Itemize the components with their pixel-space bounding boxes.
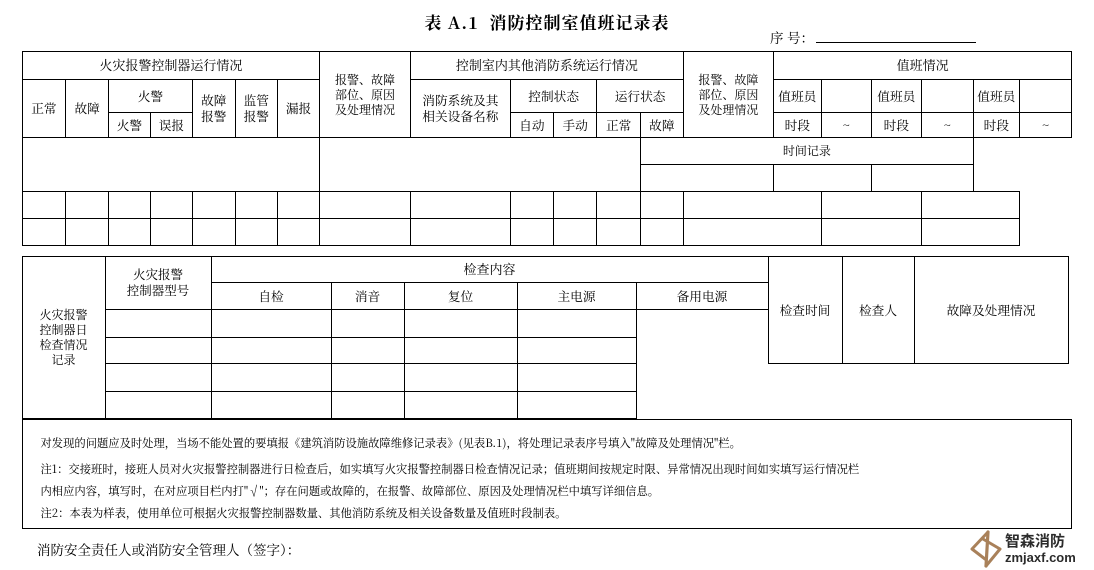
svg-text:zmjaxf.com: zmjaxf.com [1005,550,1076,565]
svg-text:智森消防: 智森消防 [1005,530,1065,551]
